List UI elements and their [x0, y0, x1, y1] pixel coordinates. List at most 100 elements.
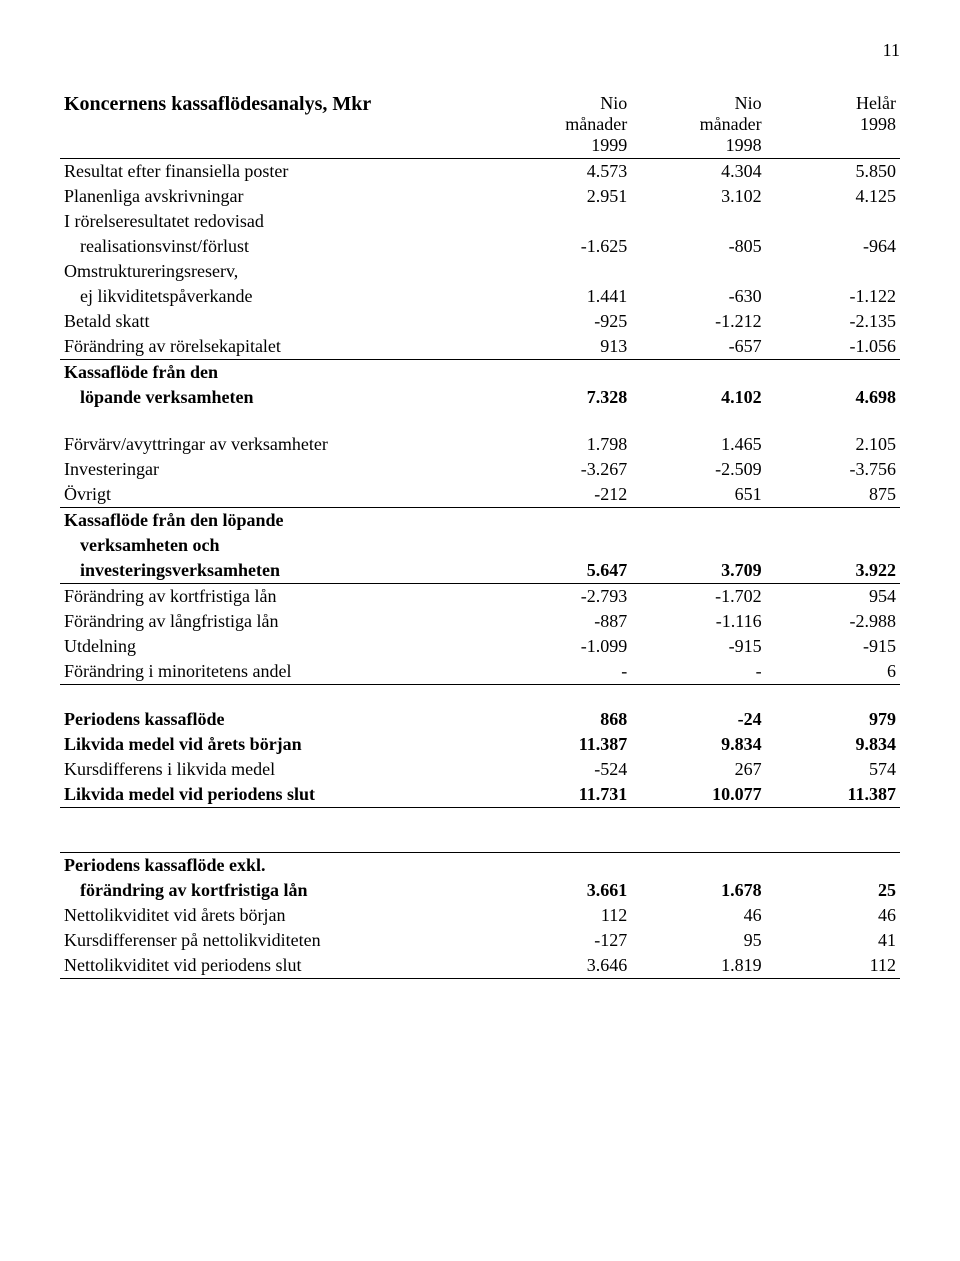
- section2-total-row3: investeringsverksamheten 5.647 3.709 3.9…: [60, 558, 900, 583]
- cell: -127: [497, 928, 631, 953]
- cell: 913: [497, 334, 631, 359]
- cell: 875: [766, 482, 900, 507]
- section1-total-row2: löpande verksamheten 7.328 4.102 4.698: [60, 385, 900, 410]
- cell: [631, 259, 765, 284]
- cell: [631, 209, 765, 234]
- row-label: Förändring av långfristiga lån: [60, 609, 497, 634]
- cell: -887: [497, 609, 631, 634]
- cell: [497, 209, 631, 234]
- table-row: Planenliga avskrivningar2.9513.1024.125: [60, 184, 900, 209]
- cell: 9.834: [766, 732, 900, 757]
- table-row: Nettolikviditet vid årets början1124646: [60, 903, 900, 928]
- row-label: Planenliga avskrivningar: [60, 184, 497, 209]
- row-label: verksamheten och: [60, 533, 497, 558]
- header-row: Koncernens kassaflödesanalys, Mkr Nio må…: [60, 91, 900, 158]
- row-label: Förändring av kortfristiga lån: [60, 584, 497, 610]
- table-row: Utdelning-1.099-915-915: [60, 634, 900, 659]
- cell: 267: [631, 757, 765, 782]
- cell: 3.709: [631, 558, 765, 583]
- cell: -2.509: [631, 457, 765, 482]
- table-row: Kursdifferens i likvida medel-524267574: [60, 757, 900, 782]
- cell: -212: [497, 482, 631, 507]
- table-title: Koncernens kassaflödesanalys, Mkr: [60, 91, 497, 158]
- cell: 954: [766, 584, 900, 610]
- table-row: Resultat efter finansiella poster4.5734.…: [60, 159, 900, 185]
- table-row: Kursdifferenser på nettolikviditeten-127…: [60, 928, 900, 953]
- cell: 112: [766, 953, 900, 978]
- table-row: Förändring av kortfristiga lån-2.793-1.7…: [60, 584, 900, 610]
- table-row: ej likviditetspåverkande1.441-630-1.122: [60, 284, 900, 309]
- cell: -2.988: [766, 609, 900, 634]
- cell: 3.922: [766, 558, 900, 583]
- cell: 3.646: [497, 953, 631, 978]
- row-label: Betald skatt: [60, 309, 497, 334]
- cell: -1.122: [766, 284, 900, 309]
- cell: -: [497, 659, 631, 684]
- cell: 2.105: [766, 432, 900, 457]
- table-row: I rörelseresultatet redovisad: [60, 209, 900, 234]
- cell: 3.661: [497, 878, 631, 903]
- table-row: Likvida medel vid årets början11.3879.83…: [60, 732, 900, 757]
- cell: 10.077: [631, 782, 765, 807]
- cell: 11.387: [766, 782, 900, 807]
- cell: 5.850: [766, 159, 900, 185]
- cell: -925: [497, 309, 631, 334]
- row-label: Periodens kassaflöde exkl.: [60, 853, 497, 879]
- cell: 4.698: [766, 385, 900, 410]
- cell: 9.834: [631, 732, 765, 757]
- cell: -2.135: [766, 309, 900, 334]
- cell: -524: [497, 757, 631, 782]
- row-label: Nettolikviditet vid periodens slut: [60, 953, 497, 978]
- row-label: investeringsverksamheten: [60, 558, 497, 583]
- section2-total-row2: verksamheten och: [60, 533, 900, 558]
- cell: -1.099: [497, 634, 631, 659]
- table-row: Förändring i minoritetens andel--6: [60, 659, 900, 684]
- row-label: Likvida medel vid periodens slut: [60, 782, 497, 807]
- table-row: Betald skatt-925-1.212-2.135: [60, 309, 900, 334]
- cell: 574: [766, 757, 900, 782]
- row-label: Kursdifferens i likvida medel: [60, 757, 497, 782]
- table-row: realisationsvinst/förlust-1.625-805-964: [60, 234, 900, 259]
- cell: 11.731: [497, 782, 631, 807]
- cell: -1.056: [766, 334, 900, 359]
- cell: 868: [497, 707, 631, 732]
- cell: -805: [631, 234, 765, 259]
- row-label: I rörelseresultatet redovisad: [60, 209, 497, 234]
- cell: 46: [631, 903, 765, 928]
- cell: 95: [631, 928, 765, 953]
- table-row: Förändring av rörelsekapitalet913-657-1.…: [60, 334, 900, 359]
- row-label: Förändring i minoritetens andel: [60, 659, 497, 684]
- cell: [766, 209, 900, 234]
- cell: 4.573: [497, 159, 631, 185]
- cell: -964: [766, 234, 900, 259]
- row-label: Kassaflöde från den: [60, 360, 497, 386]
- col-header-2: Nio månader 1998: [631, 91, 765, 158]
- cell: 979: [766, 707, 900, 732]
- cell: 2.951: [497, 184, 631, 209]
- cell: 46: [766, 903, 900, 928]
- cell: -24: [631, 707, 765, 732]
- cell: 1.441: [497, 284, 631, 309]
- cell: 11.387: [497, 732, 631, 757]
- table-row: Omstruktureringsreserv,: [60, 259, 900, 284]
- cell: -630: [631, 284, 765, 309]
- cell: 112: [497, 903, 631, 928]
- row-label: förändring av kortfristiga lån: [60, 878, 497, 903]
- cell: 4.125: [766, 184, 900, 209]
- section1-total-row: Kassaflöde från den: [60, 360, 900, 386]
- row-label: Likvida medel vid årets början: [60, 732, 497, 757]
- cell: 651: [631, 482, 765, 507]
- cell: 25: [766, 878, 900, 903]
- table-row: Likvida medel vid periodens slut11.73110…: [60, 782, 900, 807]
- row-label: löpande verksamheten: [60, 385, 497, 410]
- section2-total-row: Kassaflöde från den löpande: [60, 508, 900, 534]
- row-label: Utdelning: [60, 634, 497, 659]
- section5-head-row: Periodens kassaflöde exkl.: [60, 853, 900, 879]
- row-label: Resultat efter finansiella poster: [60, 159, 497, 185]
- cell: -3.267: [497, 457, 631, 482]
- cell: 41: [766, 928, 900, 953]
- cell: 7.328: [497, 385, 631, 410]
- row-label: realisationsvinst/förlust: [60, 234, 497, 259]
- cell: 6: [766, 659, 900, 684]
- cell: -1.625: [497, 234, 631, 259]
